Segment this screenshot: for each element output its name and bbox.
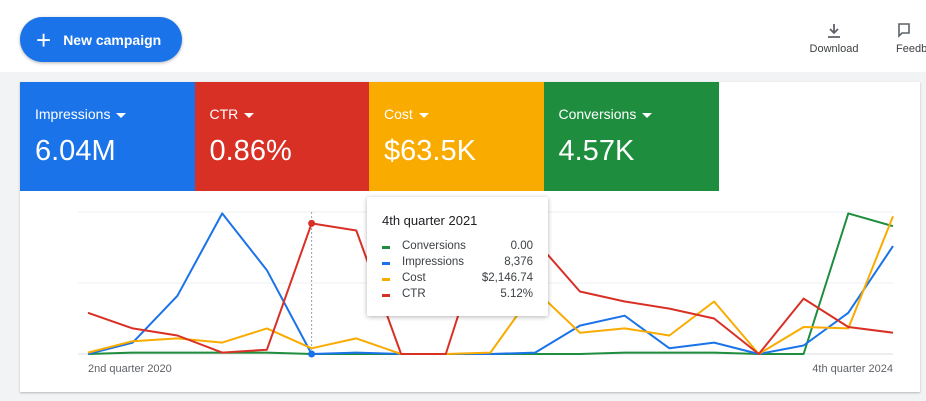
legend-swatch bbox=[382, 246, 390, 249]
metric-value: 4.57K bbox=[558, 135, 635, 167]
dropdown-caret bbox=[116, 112, 127, 118]
tooltip-row: CTR 5.12% bbox=[382, 288, 533, 302]
legend-swatch bbox=[382, 262, 390, 265]
feedback-action[interactable]: Feedback bbox=[896, 22, 926, 55]
metric-tile[interactable]: Conversions 4.57K bbox=[543, 82, 719, 191]
metric-value: $63.5K bbox=[384, 135, 476, 167]
hover-dot bbox=[308, 219, 316, 227]
metric-name: Impressions bbox=[35, 106, 111, 122]
dropdown-caret bbox=[244, 112, 255, 118]
x-tick-label: 4th quarter 2024 bbox=[812, 363, 893, 375]
metric-tile[interactable]: CTR 0.86% bbox=[194, 82, 370, 191]
feedback-icon bbox=[898, 23, 910, 38]
metric-tile[interactable]: Cost $63.5K bbox=[369, 82, 544, 191]
tooltip-value: 0.00 bbox=[510, 240, 533, 252]
metric-label: Impressions bbox=[35, 106, 127, 122]
tooltip-series-name: Cost bbox=[402, 272, 426, 284]
button-label: New campaign bbox=[63, 31, 162, 48]
action-label: Feedback bbox=[896, 43, 926, 55]
performance-card: 2nd quarter 2020 4th quarter 2024 Impress… bbox=[20, 82, 920, 392]
dropdown-caret bbox=[642, 112, 653, 118]
x-tick-label: 2nd quarter 2020 bbox=[88, 363, 172, 375]
new-campaign-button[interactable]: + New campaign bbox=[20, 17, 182, 62]
tooltip-row: Conversions 0.00 bbox=[382, 240, 533, 254]
metric-label: CTR bbox=[210, 106, 255, 122]
tooltip: 4th quarter 2021 Conversions 0.00 Impressio… bbox=[367, 197, 548, 316]
tooltip-value: 5.12% bbox=[500, 288, 533, 300]
tooltip-value: 8,376 bbox=[504, 256, 533, 268]
metric-label: Cost bbox=[384, 106, 429, 122]
download-action[interactable]: Download bbox=[806, 22, 862, 55]
tooltip-series-name: CTR bbox=[402, 288, 426, 300]
dropdown-caret bbox=[418, 112, 429, 118]
tooltip-title: 4th quarter 2021 bbox=[382, 213, 478, 228]
metric-value: 0.86% bbox=[209, 135, 292, 167]
plus-icon: + bbox=[36, 24, 52, 55]
legend-swatch bbox=[382, 278, 390, 281]
metric-name: Cost bbox=[384, 106, 413, 122]
tooltip-value: $2,146.74 bbox=[481, 272, 533, 284]
metric-tile[interactable]: Impressions 6.04M bbox=[20, 82, 195, 191]
tooltip-series-name: Impressions bbox=[402, 256, 464, 268]
metric-name: Conversions bbox=[558, 106, 637, 122]
hover-dot bbox=[308, 350, 316, 358]
download-icon bbox=[828, 24, 840, 38]
metric-name: CTR bbox=[209, 106, 239, 122]
action-label: Download bbox=[809, 43, 859, 55]
legend-swatch bbox=[382, 294, 390, 297]
tooltip-row: Impressions 8,376 bbox=[382, 256, 533, 270]
tooltip-series-name: Conversions bbox=[402, 240, 466, 252]
metric-label: Conversions bbox=[559, 106, 653, 122]
metric-value: 6.04M bbox=[35, 135, 116, 167]
tooltip-row: Cost $2,146.74 bbox=[382, 272, 533, 286]
